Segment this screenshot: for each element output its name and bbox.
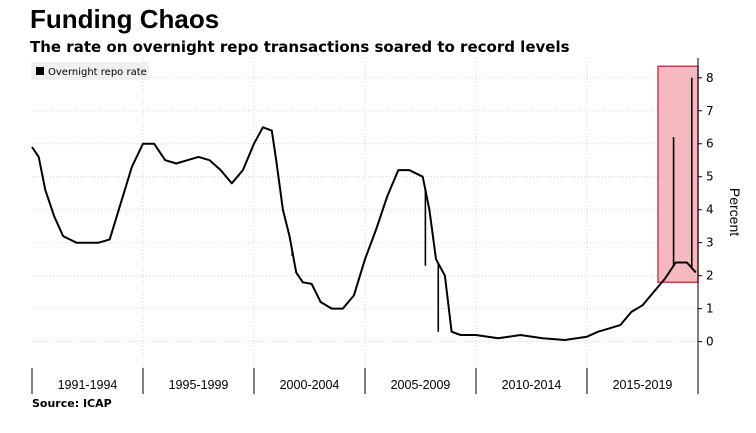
chart-title: Funding Chaos (30, 4, 220, 34)
x-axis: 1991-1994 1995-1999 2000-2004 2005-2009 2010… (31, 368, 699, 394)
y-axis: 0 1 2 3 4 5 6 7 8 (697, 58, 714, 368)
chart-subtitle: The rate on overnight repo transactions … (30, 38, 570, 56)
y-tick-label-2: 2 (706, 269, 714, 283)
x-category-label-0: 1991-1994 (58, 378, 118, 392)
series-line-overnight-repo-rate (31, 126, 697, 341)
legend-entry: Overnight repo rate (48, 67, 147, 78)
y-tick-label-8: 8 (706, 71, 714, 85)
legend-background (31, 62, 149, 80)
legend: Overnight repo rate (31, 62, 149, 80)
grid-lines (32, 58, 698, 368)
x-category-label-2: 2000-2004 (280, 378, 340, 392)
y-tick-label-5: 5 (706, 170, 714, 184)
x-category-label-4: 2010-2014 (502, 378, 562, 392)
y-tick-label-4: 4 (706, 203, 714, 217)
y-axis-title: Percent (727, 188, 743, 236)
x-category-label-5: 2015-2019 (613, 378, 673, 392)
y-tick-label-6: 6 (706, 137, 714, 151)
x-category-label-1: 1995-1999 (169, 378, 229, 392)
source-note: Source: ICAP (32, 397, 112, 410)
y-tick-label-3: 3 (706, 236, 714, 250)
y-tick-label-1: 1 (706, 302, 714, 316)
legend-swatch (36, 67, 44, 75)
y-tick-label-0: 0 (706, 335, 714, 349)
x-category-label-3: 2005-2009 (391, 378, 451, 392)
y-tick-label-7: 7 (706, 104, 714, 118)
spike-lines (291, 77, 693, 332)
